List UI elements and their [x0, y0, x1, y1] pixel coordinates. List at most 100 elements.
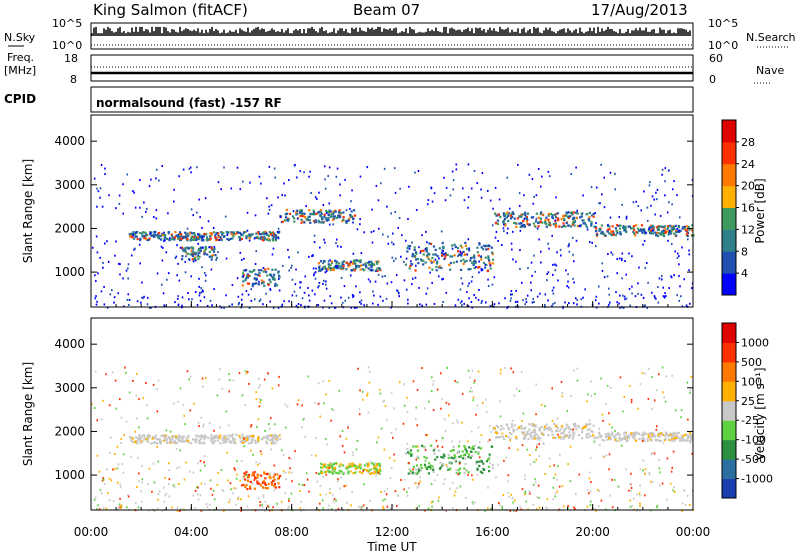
data-cell: [260, 279, 263, 282]
noise-cell: [230, 187, 233, 190]
data-cell: [671, 437, 674, 440]
data-cell: [256, 473, 259, 476]
data-cell: [169, 441, 172, 444]
data-cell: [646, 439, 649, 442]
noise-cell: [186, 227, 189, 230]
data-cell: [157, 231, 161, 235]
data-cell: [673, 439, 676, 442]
noise-cell: [380, 427, 383, 430]
data-cell: [507, 219, 510, 223]
noise-cell: [644, 468, 647, 471]
data-cell: [256, 480, 259, 483]
noise-cell: [120, 442, 122, 445]
noise-cell: [539, 292, 541, 295]
data-cell: [171, 238, 174, 241]
noise-cell: [664, 180, 666, 183]
data-cell: [259, 232, 262, 236]
data-cell: [588, 219, 591, 222]
noise-cell: [568, 244, 570, 247]
x-axis-label: Time UT: [366, 540, 417, 554]
data-cell: [336, 264, 340, 267]
data-cell: [660, 230, 663, 233]
data-cell: [652, 227, 655, 231]
noise-cell: [426, 287, 429, 290]
noise-cell: [628, 489, 630, 492]
data-cell: [263, 235, 266, 238]
n-scale-top-right: 10^5: [708, 17, 738, 30]
data-cell: [242, 475, 246, 478]
noise-cell: [467, 196, 470, 199]
noise-cell: [678, 229, 680, 232]
data-cell: [551, 214, 554, 217]
data-cell: [548, 428, 551, 432]
data-cell: [625, 230, 628, 234]
noise-cell: [374, 280, 377, 283]
noise-cell: [419, 480, 422, 483]
noise-cell: [280, 500, 283, 503]
velocity-heatmap: [91, 366, 694, 512]
data-cell: [199, 438, 203, 441]
noise-cell: [192, 494, 195, 497]
noise-cell: [436, 388, 439, 391]
data-cell: [301, 212, 304, 215]
noise-cell: [178, 279, 181, 282]
y-tick-label: 3000: [54, 178, 85, 192]
data-cell: [293, 217, 296, 220]
noise-cell: [282, 265, 284, 268]
noise-cell: [339, 183, 341, 186]
data-cell: [273, 473, 276, 476]
data-cell: [407, 244, 410, 248]
data-cell: [373, 467, 376, 470]
noise-cell: [313, 221, 316, 224]
data-cell: [598, 434, 602, 437]
noise-cell: [123, 434, 125, 437]
data-cell: [209, 237, 212, 240]
noise-cell: [200, 509, 202, 512]
data-cell: [245, 437, 249, 440]
noise-cell: [157, 460, 160, 463]
data-cell: [134, 232, 137, 235]
data-cell: [153, 235, 156, 238]
noise-cell: [324, 393, 327, 396]
noise-cell: [259, 501, 261, 504]
noise-cell: [671, 466, 674, 469]
noise-cell: [417, 445, 419, 448]
noise-cell: [324, 241, 326, 244]
noise-cell: [607, 223, 609, 226]
data-cell: [323, 215, 326, 218]
noise-cell: [666, 211, 669, 214]
noise-cell: [206, 505, 209, 508]
data-cell: [576, 224, 580, 228]
data-cell: [670, 436, 674, 439]
data-cell: [369, 269, 372, 272]
data-cell: [269, 273, 272, 276]
data-cell: [376, 260, 379, 263]
data-cell: [187, 435, 190, 439]
noise-cell: [370, 231, 373, 234]
data-cell: [204, 436, 207, 439]
data-cell: [494, 222, 498, 225]
noise-cell: [240, 258, 243, 261]
data-cell: [199, 435, 202, 438]
noise-cell: [157, 379, 160, 382]
data-cell: [221, 438, 224, 441]
data-cell: [475, 462, 478, 465]
data-cell: [686, 436, 689, 440]
data-cell: [325, 267, 328, 271]
data-cell: [565, 221, 568, 225]
data-cell: [131, 437, 134, 440]
noise-cell: [444, 199, 447, 202]
data-cell: [331, 465, 334, 469]
data-cell: [532, 424, 535, 428]
cpid-panel-frame: [90, 86, 694, 113]
colorbar-swatch: [722, 381, 736, 402]
noise-cell: [335, 175, 338, 178]
data-cell: [300, 218, 303, 221]
noise-cell: [272, 247, 275, 250]
data-cell: [359, 260, 362, 264]
data-cell: [178, 231, 182, 234]
data-cell: [277, 477, 280, 480]
data-cell: [632, 434, 636, 438]
data-cell: [310, 213, 314, 216]
noise-cell: [556, 490, 559, 493]
